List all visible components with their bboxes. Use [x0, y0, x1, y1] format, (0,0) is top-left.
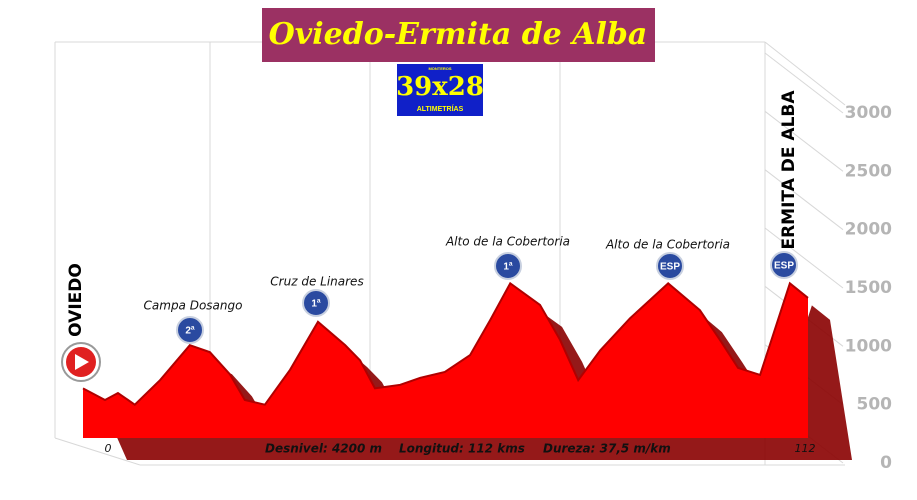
summit-badge: [176, 316, 204, 344]
y-tick-label: 1500: [845, 278, 892, 298]
x-tick-label: 0: [105, 442, 112, 455]
logo-box: [397, 64, 483, 116]
y-tick-label: 500: [857, 395, 893, 415]
grid-line: [764, 169, 844, 231]
finish-category: ESP: [774, 261, 794, 272]
start-label: OVIEDO: [66, 263, 86, 337]
y-tick-label: 1000: [845, 336, 892, 356]
summit-name: Alto de la Cobertoria: [605, 238, 730, 252]
summit-name: Cruz de Linares: [270, 275, 363, 289]
logo-top: MONTEROS: [428, 66, 451, 71]
y-tick-label: 2500: [845, 161, 892, 181]
title-box: [262, 8, 655, 62]
stat: Dureza: 37,5 m/km: [543, 442, 671, 456]
stat: Desnivel: 4200 m: [265, 442, 382, 456]
profile-edge: [82, 281, 809, 406]
summit-badge: [656, 252, 684, 280]
finish-badge: [770, 251, 798, 279]
y-tick-label: 0: [880, 453, 892, 473]
summit-category: 1ª: [503, 262, 513, 273]
plot: [82, 52, 852, 464]
chart-title: Oviedo-Ermita de Alba: [269, 17, 648, 52]
logo-main: 39x28: [396, 72, 484, 102]
start-icon: [61, 342, 101, 382]
summit-badge: [302, 289, 330, 317]
grid-line: [764, 110, 844, 172]
y-tick-label: 2000: [845, 220, 892, 240]
summit-badge: [494, 252, 522, 280]
summit-name: Alto de la Cobertoria: [445, 235, 570, 249]
x-tick-label: 112: [795, 442, 816, 455]
summit-category: ESP: [660, 262, 680, 273]
grid-line: [764, 52, 844, 114]
logo-bottom: ALTIMETRÍAS: [417, 104, 464, 113]
summit-category: 2ª: [185, 326, 195, 337]
y-tick-label: 3000: [845, 103, 892, 123]
grid-line: [764, 227, 844, 289]
stat: Longitud: 112 kms: [399, 442, 525, 456]
summit-category: 1ª: [311, 299, 321, 310]
summit-name: Campa Dosango: [144, 299, 243, 313]
finish-label: ERMITA DE ALBA: [779, 90, 799, 250]
